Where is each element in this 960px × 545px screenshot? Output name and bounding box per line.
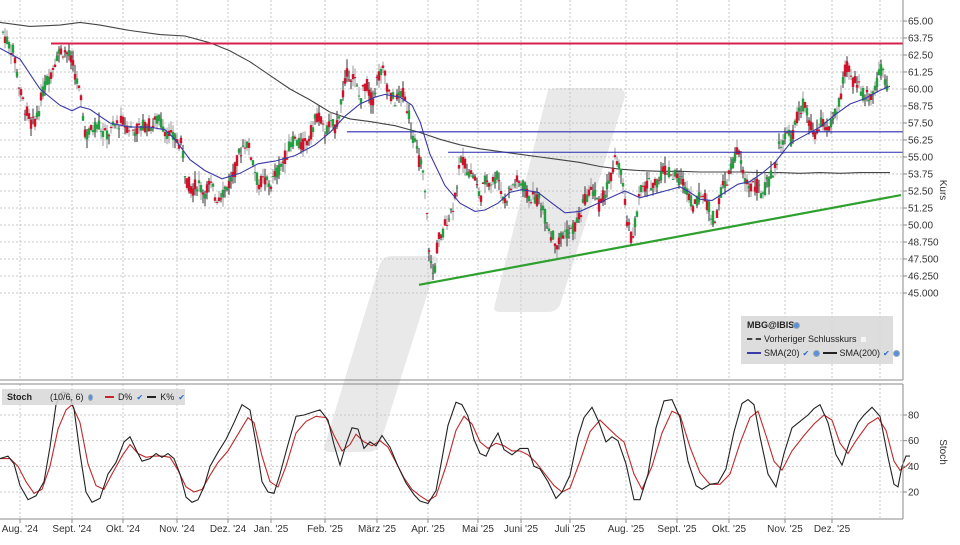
sma200-line [0,21,890,174]
svg-text:Okt. '24: Okt. '24 [106,524,141,535]
svg-text:Apr. '25: Apr. '25 [411,524,445,535]
legend-prev-close-label: Vorheriger Schlusskurs [764,334,857,344]
svg-text:Nov. '25: Nov. '25 [767,524,803,535]
svg-text:55.00: 55.00 [908,153,933,164]
legend-prev-close: Vorheriger Schlusskurs [747,334,867,344]
legend-sma200-label: SMA(200) [839,348,881,358]
sma20-line [0,47,891,214]
d-swatch-icon [104,396,114,398]
stoch-grid [0,384,903,519]
svg-text:Mai '25: Mai '25 [462,524,494,535]
svg-text:Feb. '25: Feb. '25 [307,524,343,535]
price-legend: MBG@IBIS Vorheriger Schlusskurs SMA(20) … [741,316,901,364]
settings-icon[interactable] [793,322,800,329]
svg-text:März '25: März '25 [358,524,396,535]
svg-text:65.00: 65.00 [908,17,933,28]
svg-text:20: 20 [908,487,920,498]
svg-text:Dez. '24: Dez. '24 [210,524,247,535]
svg-text:Sept. '25: Sept. '25 [657,524,697,535]
svg-text:80: 80 [908,411,920,422]
svg-text:53.75: 53.75 [908,170,933,181]
watermark-logo [324,88,625,452]
settings-icon[interactable] [812,349,820,357]
svg-text:Dez. '25: Dez. '25 [814,524,851,535]
svg-text:62.50: 62.50 [908,51,933,62]
stoch-legend-params: (10/6, 6) [50,392,84,402]
price-axis: 65.00 63.75 62.50 61.25 60.00 58.75 57.50 56.25… [903,17,939,300]
dashed-line-icon [747,338,761,340]
svg-text:47.500: 47.500 [908,255,939,266]
svg-text:57.50: 57.50 [908,119,933,130]
svg-text:52.50: 52.50 [908,187,933,198]
svg-text:63.75: 63.75 [908,34,933,45]
stoch-legend-k: K% [160,392,175,402]
svg-text:Okt. '25: Okt. '25 [712,524,747,535]
k-swatch-icon [147,396,157,398]
stoch-legend-d: D% [117,392,133,402]
svg-text:50.00: 50.00 [908,221,933,232]
checkmark-icon[interactable]: ✔ [883,348,890,358]
stoch-legend: Stoch (10/6, 6) D% ✔ K% ✔ [2,389,185,405]
horizontal-levels [51,42,903,153]
svg-text:56.25: 56.25 [908,136,933,147]
stoch-axis: 80 60 40 20 [903,411,920,498]
svg-text:Juli '25: Juli '25 [555,524,586,535]
svg-text:40: 40 [908,462,920,473]
checkmark-icon[interactable]: ✔ [136,392,144,402]
legend-sma: SMA(20) ✔ SMA(200) ✔ [747,348,901,358]
trendline [418,193,902,286]
svg-text:45.000: 45.000 [908,289,939,300]
sma20-swatch-icon [747,352,761,354]
sma200-swatch-icon [822,352,837,354]
checkmark-icon[interactable]: ✔ [178,392,185,402]
svg-text:48.750: 48.750 [908,238,939,249]
svg-text:Sept. '24: Sept. '24 [52,524,92,535]
svg-text:60.00: 60.00 [908,85,933,96]
checkbox-unchecked-icon[interactable] [859,335,867,343]
price-axis-title: Kurs [937,180,948,201]
candlesticks [1,28,889,280]
svg-text:61.25: 61.25 [908,68,933,79]
svg-text:Juni '25: Juni '25 [504,524,539,535]
svg-text:Jan. '25: Jan. '25 [254,524,289,535]
svg-text:46.250: 46.250 [908,272,939,283]
stoch-lines [0,391,911,505]
svg-text:58.75: 58.75 [908,102,933,113]
svg-text:Aug. '24: Aug. '24 [2,524,39,535]
svg-text:60: 60 [908,436,920,447]
checkmark-icon[interactable]: ✔ [802,348,810,358]
settings-icon[interactable] [87,393,93,401]
time-axis: Aug. '24 Sept. '24 Okt. '24 Nov. '24 Dez. '2… [2,519,851,535]
stoch-axis-title: Stoch [937,439,948,465]
svg-text:Aug. '25: Aug. '25 [608,524,645,535]
legend-title: MBG@IBIS [747,320,795,330]
svg-text:Nov. '24: Nov. '24 [159,524,195,535]
svg-text:51.25: 51.25 [908,204,933,215]
settings-icon[interactable] [893,349,901,357]
legend-sma20-label: SMA(20) [764,348,800,358]
stoch-legend-name: Stoch [7,392,33,402]
